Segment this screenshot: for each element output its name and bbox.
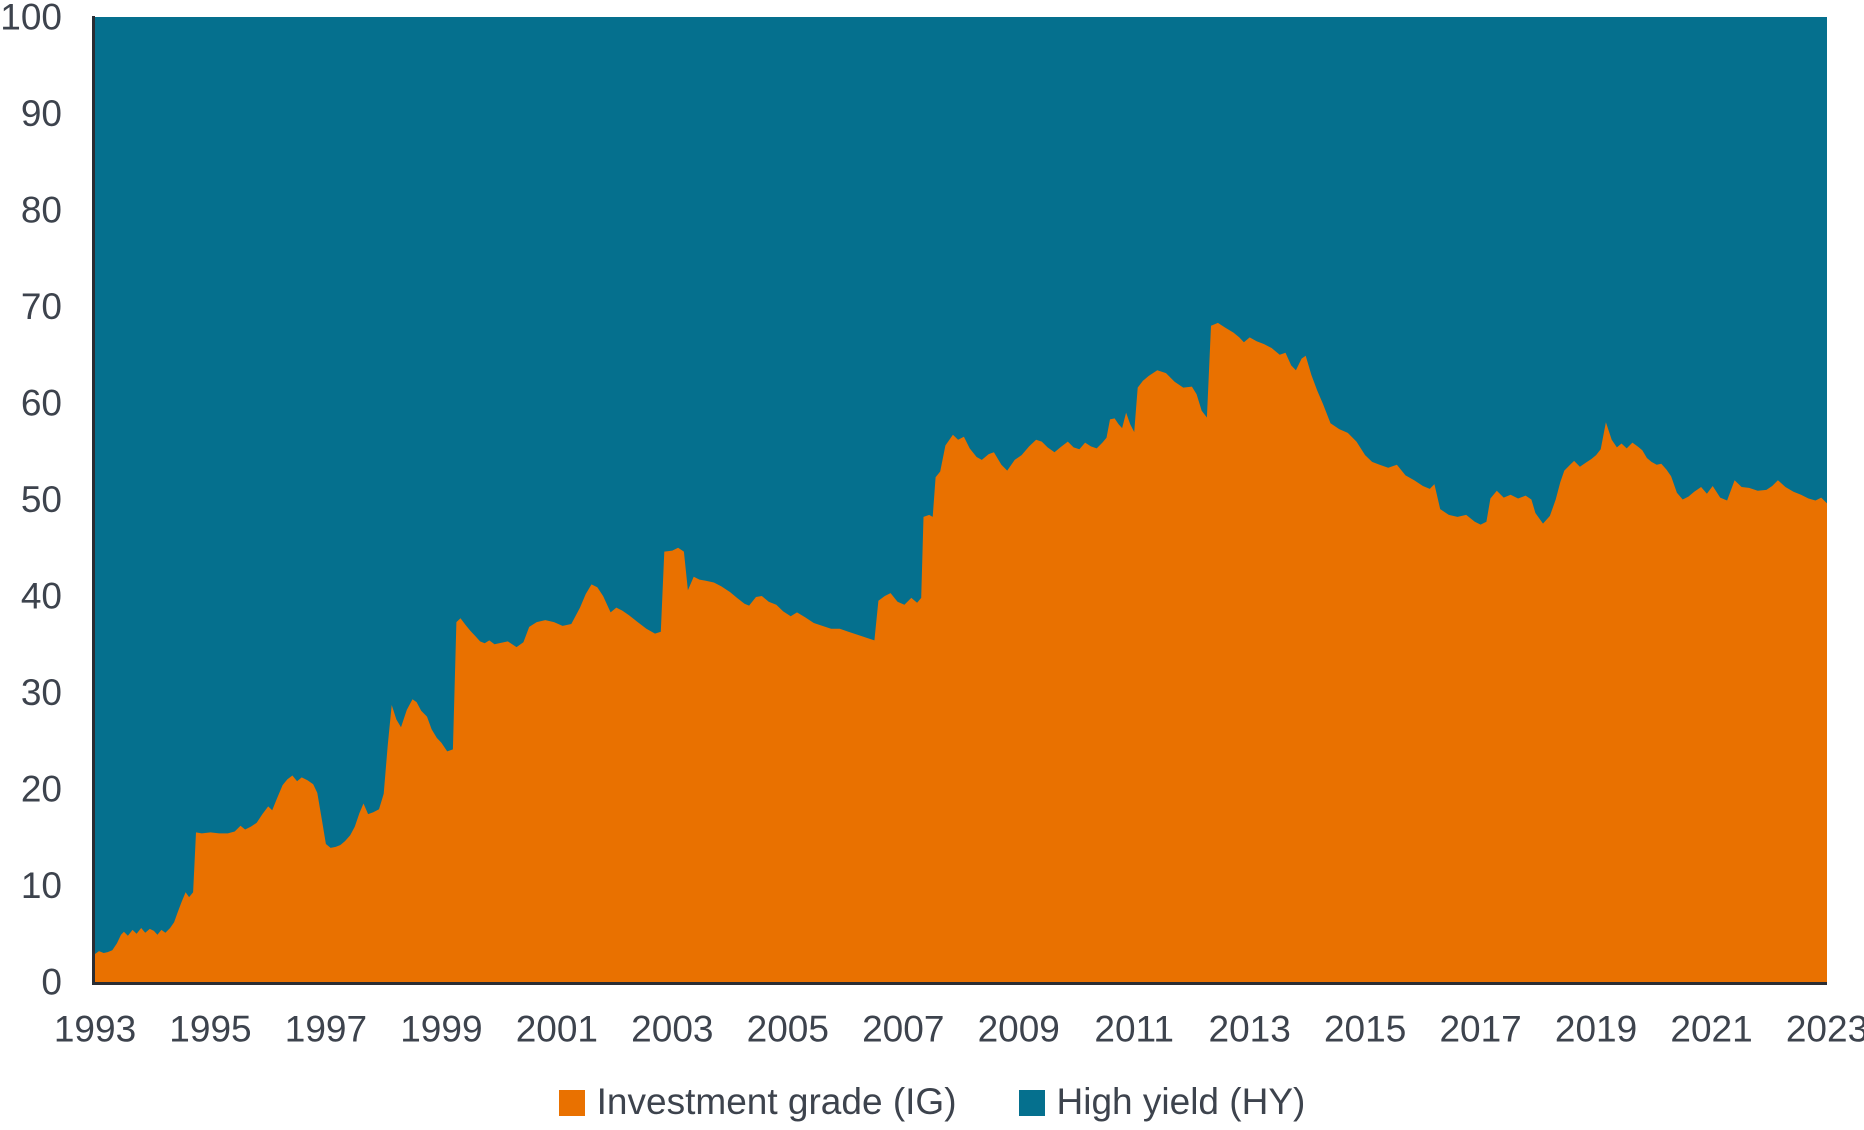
investment-grade-area — [95, 322, 1827, 982]
x-axis-tick-label: 2017 — [1439, 1009, 1521, 1050]
y-axis-tick-label: 10 — [21, 865, 62, 906]
y-axis-tick-label: 50 — [21, 479, 62, 520]
legend-item-high-yield: High yield (HY) — [1018, 1081, 1306, 1123]
x-axis-tick-label: 1995 — [169, 1009, 251, 1050]
x-axis-tick-label: 2005 — [747, 1009, 829, 1050]
high-yield-swatch-icon — [1018, 1090, 1045, 1117]
x-axis-tick-label: 2003 — [631, 1009, 713, 1050]
x-axis-tick-label: 1993 — [54, 1009, 136, 1050]
x-axis-tick-label: 1999 — [400, 1009, 482, 1050]
y-axis-tick-label: 90 — [21, 93, 62, 134]
x-axis-tick-label: 2013 — [1209, 1009, 1291, 1050]
x-axis-tick-label: 2009 — [978, 1009, 1060, 1050]
y-axis-tick-label: 30 — [21, 672, 62, 713]
y-axis-tick-label: 60 — [21, 383, 62, 424]
y-axis-tick-label: 40 — [21, 576, 62, 617]
y-axis-tick-label: 100 — [0, 0, 62, 38]
chart-legend: Investment grade (IG) High yield (HY) — [0, 1081, 1864, 1123]
high-yield-legend-label: High yield (HY) — [1056, 1081, 1306, 1122]
x-axis-tick-label: 2023 — [1786, 1009, 1864, 1050]
y-axis-tick-label: 80 — [21, 190, 62, 231]
y-axis-tick-label: 20 — [21, 769, 62, 810]
x-axis-tick-label: 1997 — [285, 1009, 367, 1050]
x-axis-tick-label: 2015 — [1324, 1009, 1406, 1050]
investment-grade-legend-label: Investment grade (IG) — [596, 1081, 957, 1122]
x-axis-tick-label: 2001 — [516, 1009, 598, 1050]
investment-grade-swatch-icon — [558, 1090, 585, 1117]
y-axis-tick-label: 70 — [21, 286, 62, 327]
legend-item-investment-grade: Investment grade (IG) — [558, 1081, 957, 1123]
x-axis-tick-label: 2021 — [1670, 1009, 1752, 1050]
x-axis-tick-label: 2019 — [1555, 1009, 1637, 1050]
x-axis-tick-label: 2007 — [862, 1009, 944, 1050]
y-axis-tick-label: 0 — [41, 962, 62, 1003]
x-axis-tick-label: 2011 — [1094, 1009, 1174, 1050]
